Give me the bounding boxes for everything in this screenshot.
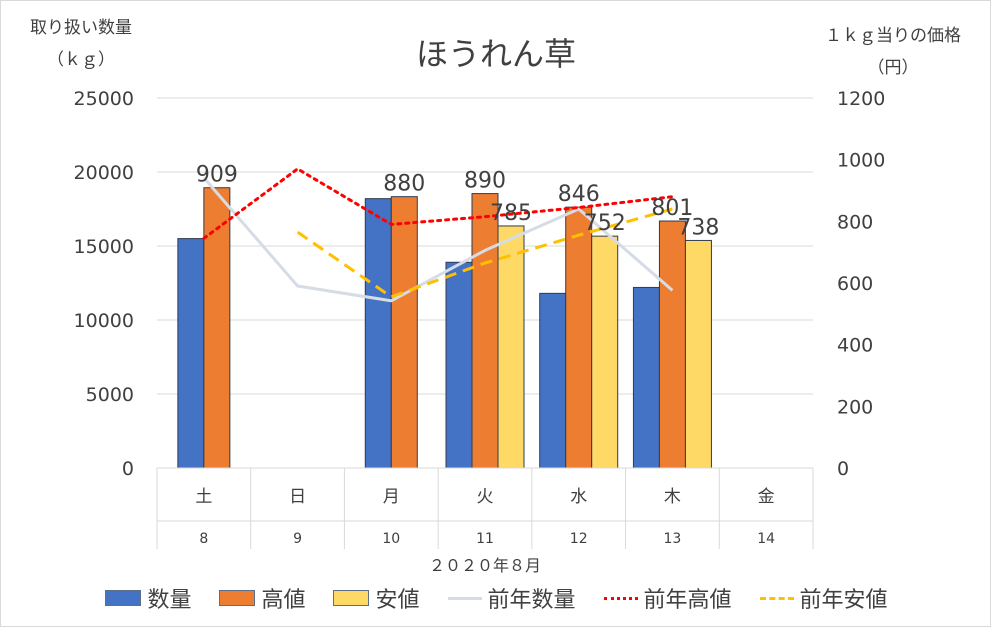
right-axis-tick-label: 800 — [837, 211, 873, 233]
data-label: 880 — [383, 172, 425, 197]
bar-数量 — [539, 292, 567, 469]
line-前年高値 — [202, 167, 674, 240]
left-axis-tick-label: 0 — [122, 458, 134, 480]
left-axis-tick-label: 15000 — [74, 236, 134, 258]
legend-swatch-prev-quantity — [447, 596, 482, 600]
axis-layer: 0 5000 10000 15000 20000 25000 0 200 400 600 800 10… — [74, 88, 885, 549]
data-label: 846 — [558, 182, 600, 207]
data-label: 909 — [196, 163, 238, 188]
data-label: 738 — [677, 215, 719, 240]
data-label: 752 — [584, 211, 626, 236]
x-tick-weekday: 日 — [289, 487, 306, 507]
legend-item-prev-high-price: 前年高値 — [603, 582, 732, 614]
x-tick-weekday: 金 — [758, 487, 775, 507]
bar-安値 — [591, 235, 619, 469]
legend-item-quantity: 数量 — [105, 582, 191, 614]
left-axis-title-line2: （ｋｇ） — [47, 50, 115, 70]
bar-高値 — [658, 220, 686, 469]
x-tick-day: 10 — [382, 531, 400, 547]
x-tick-weekday: 水 — [570, 487, 587, 507]
chart-title: ほうれん草 — [416, 35, 576, 73]
right-axis-tick-label: 1200 — [837, 88, 885, 110]
legend-item-prev-low-price: 前年安値 — [759, 582, 888, 614]
legend-label-quantity: 数量 — [147, 588, 192, 613]
legend-swatch-prev-high-price — [603, 596, 638, 600]
right-axis-tick-label: 200 — [837, 396, 873, 418]
bar-高値 — [565, 206, 593, 469]
legend-item-high-price: 高値 — [219, 582, 305, 614]
bar-安値 — [497, 225, 525, 469]
bar-数量 — [445, 261, 473, 469]
legend-swatch-prev-low-price — [759, 596, 794, 600]
x-tick-day: 14 — [757, 531, 775, 547]
right-axis-tick-label: 600 — [837, 273, 873, 295]
right-axis-title-line1: １ｋｇ当りの価格 — [825, 26, 961, 46]
legend-label-low-price: 安値 — [375, 588, 420, 613]
legend-label-prev-high-price: 前年高値 — [643, 588, 732, 613]
bar-layer — [177, 187, 712, 469]
left-axis-title-line1: 取り扱い数量 — [30, 18, 132, 38]
line-前年数量 — [202, 176, 674, 303]
legend-label-prev-low-price: 前年安値 — [799, 588, 888, 613]
right-axis-tick-label: 1000 — [837, 150, 885, 172]
bar-数量 — [364, 198, 392, 469]
x-axis-title: ２０２０年８月 — [429, 556, 541, 575]
bar-数量 — [632, 286, 660, 469]
left-axis-tick-label: 25000 — [74, 88, 134, 110]
x-tick-weekday: 月 — [383, 487, 400, 507]
legend-label-prev-quantity: 前年数量 — [487, 588, 576, 613]
legend-item-low-price: 安値 — [333, 582, 420, 614]
legend-swatch-high-price — [219, 590, 256, 606]
bar-安値 — [684, 239, 712, 469]
legend-label-high-price: 高値 — [261, 588, 306, 613]
x-tick-day: 12 — [570, 531, 588, 547]
left-axis-tick-label: 20000 — [74, 162, 134, 184]
legend-item-prev-quantity: 前年数量 — [447, 582, 576, 614]
x-tick-day: 9 — [293, 531, 302, 547]
data-label: 785 — [490, 201, 532, 226]
bar-高値 — [471, 193, 499, 469]
data-label: 801 — [651, 196, 693, 221]
right-axis-tick-label: 0 — [837, 458, 849, 480]
bar-高値 — [203, 187, 231, 469]
left-axis-tick-label: 5000 — [86, 384, 134, 406]
x-tick-day: 11 — [476, 531, 494, 547]
x-tick-weekday: 木 — [664, 487, 681, 507]
combo-chart: ほうれん草 取り扱い数量 （ｋｇ） １ｋｇ当りの価格 （円） ２０２０年８月 9… — [30, 18, 961, 575]
x-tick-day: 8 — [199, 531, 208, 547]
left-axis-tick-label: 10000 — [74, 310, 134, 332]
right-axis-title-line2: （円） — [868, 58, 919, 78]
right-axis-tick-label: 400 — [837, 335, 873, 357]
legend-swatch-quantity — [105, 590, 142, 606]
bar-数量 — [177, 238, 205, 469]
x-tick-day: 13 — [664, 531, 682, 547]
legend: 数量 高値 安値 前年数量 前年高値 前年安値 — [1, 583, 991, 613]
bar-高値 — [390, 196, 418, 469]
data-label: 890 — [464, 169, 506, 194]
x-tick-weekday: 土 — [195, 487, 212, 507]
line-layer — [202, 167, 674, 303]
legend-swatch-low-price — [333, 590, 370, 606]
line-前年安値 — [296, 207, 673, 299]
x-tick-weekday: 火 — [477, 487, 494, 507]
